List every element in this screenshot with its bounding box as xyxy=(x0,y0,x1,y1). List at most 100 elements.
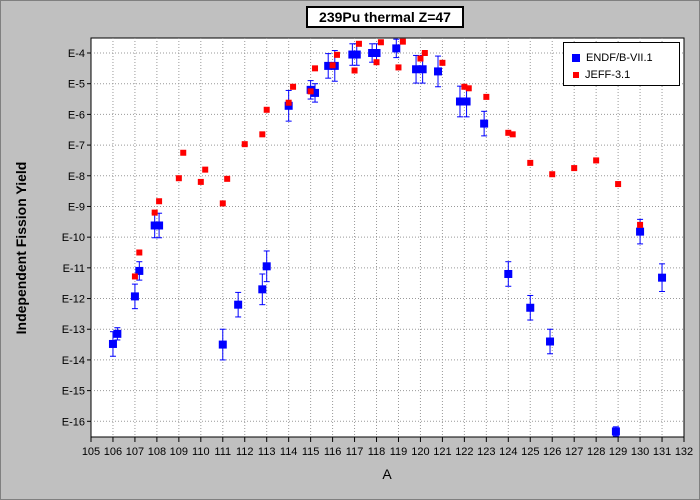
data-point-endf xyxy=(348,50,357,59)
data-point-jeff xyxy=(329,62,336,69)
data-point-jeff xyxy=(285,99,292,106)
data-point-jeff xyxy=(593,157,600,164)
x-tick-label: 130 xyxy=(631,446,649,458)
data-point-endf xyxy=(504,269,513,278)
x-tick-label: 115 xyxy=(302,446,320,458)
data-point-endf xyxy=(262,262,271,271)
data-point-jeff xyxy=(219,200,226,207)
data-point-endf xyxy=(455,97,464,106)
x-tick-label: 106 xyxy=(104,446,122,458)
y-tick-label: E-9 xyxy=(68,201,85,213)
data-point-jeff xyxy=(373,59,380,66)
data-point-jeff xyxy=(483,93,490,100)
data-point-jeff xyxy=(224,175,231,182)
data-point-endf xyxy=(234,300,243,309)
data-point-jeff xyxy=(505,129,512,136)
x-tick-label: 126 xyxy=(543,446,561,458)
data-point-endf xyxy=(462,97,471,106)
data-point-endf xyxy=(108,339,117,348)
x-axis: 105 106 107 108 109 110 111 112 113 114 115 116 117 1… xyxy=(82,437,693,458)
x-tick-label: 119 xyxy=(390,446,408,458)
data-point-jeff xyxy=(263,106,270,113)
x-tick-label: 113 xyxy=(258,446,276,458)
data-point-jeff xyxy=(417,55,424,62)
x-tick-label: 112 xyxy=(236,446,254,458)
x-tick-label: 109 xyxy=(170,446,188,458)
y-tick-label: E-12 xyxy=(62,294,85,306)
y-tick-label: E-10 xyxy=(62,232,85,244)
data-point-jeff xyxy=(351,67,358,74)
y-tick-label: E-4 xyxy=(68,48,85,60)
x-tick-label: 127 xyxy=(565,446,583,458)
data-point-endf xyxy=(392,44,401,53)
data-point-endf xyxy=(135,266,144,275)
data-point-endf xyxy=(352,50,361,59)
x-tick-label: 123 xyxy=(477,446,495,458)
data-point-jeff xyxy=(151,209,158,216)
x-tick-label: 107 xyxy=(126,446,144,458)
y-tick-label: E-13 xyxy=(62,324,85,336)
y-tick-label: E-8 xyxy=(68,171,85,183)
data-point-jeff xyxy=(241,141,248,148)
data-point-jeff xyxy=(399,38,406,45)
data-point-jeff xyxy=(180,149,187,156)
legend-label-jeff: JEFF-3.1 xyxy=(585,69,631,81)
data-point-endf xyxy=(412,65,421,74)
data-marks xyxy=(108,38,667,437)
data-point-jeff xyxy=(461,83,468,90)
data-point-endf xyxy=(611,427,620,436)
x-tick-label: 121 xyxy=(433,446,451,458)
data-point-jeff xyxy=(307,88,314,95)
plot-area xyxy=(90,37,685,438)
x-tick-label: 118 xyxy=(368,446,386,458)
data-point-jeff xyxy=(290,83,297,90)
data-point-endf xyxy=(155,221,164,230)
data-point-endf xyxy=(150,221,159,230)
data-point-endf xyxy=(218,340,227,349)
y-axis: E-4 E-5 E-6 E-7 E-8 E-9 E-10 E-11 E-12 E-13 E-14 E-… xyxy=(62,48,91,428)
data-point-jeff xyxy=(136,249,143,256)
data-point-endf xyxy=(324,61,333,70)
x-tick-label: 105 xyxy=(82,446,100,458)
chart-title: 239Pu thermal Z=47 xyxy=(306,6,464,28)
legend-entry-endf: ENDF/B-VII.1 xyxy=(572,51,653,65)
data-point-jeff xyxy=(131,273,138,280)
x-tick-label: 108 xyxy=(148,446,166,458)
legend-swatch-jeff xyxy=(573,72,579,79)
x-axis-label: A xyxy=(382,466,392,482)
data-point-jeff xyxy=(395,64,402,71)
data-point-endf xyxy=(526,303,535,312)
legend-swatch-endf xyxy=(572,54,580,63)
x-tick-label: 129 xyxy=(609,446,627,458)
data-point-endf xyxy=(284,101,293,110)
legend-label-endf: ENDF/B-VII.1 xyxy=(586,52,653,64)
x-tick-label: 117 xyxy=(346,446,364,458)
x-tick-label: 116 xyxy=(324,446,342,458)
data-point-endf xyxy=(480,119,489,128)
y-tick-label: E-15 xyxy=(62,386,85,398)
data-point-jeff xyxy=(377,39,384,46)
data-point-jeff xyxy=(509,131,516,138)
data-point-jeff xyxy=(549,171,556,178)
x-tick-label: 114 xyxy=(280,446,298,458)
data-point-endf xyxy=(434,67,443,76)
data-point-endf xyxy=(658,273,667,282)
y-tick-label: E-5 xyxy=(68,79,85,91)
data-point-jeff xyxy=(202,166,209,173)
data-point-endf xyxy=(113,329,122,338)
x-tick-label: 132 xyxy=(675,446,693,458)
data-point-endf xyxy=(368,49,377,57)
x-tick-label: 120 xyxy=(411,446,429,458)
x-tick-label: 124 xyxy=(499,446,517,458)
data-point-endf xyxy=(636,227,645,236)
data-point-jeff xyxy=(333,51,340,58)
legend-entry-jeff: JEFF-3.1 xyxy=(572,68,630,82)
x-tick-label: 111 xyxy=(214,446,231,458)
data-point-jeff xyxy=(465,85,472,92)
data-point-jeff xyxy=(355,40,362,47)
data-point-jeff xyxy=(421,50,428,56)
data-point-endf xyxy=(130,292,139,301)
data-point-endf xyxy=(372,49,381,57)
data-point-jeff xyxy=(439,59,446,66)
